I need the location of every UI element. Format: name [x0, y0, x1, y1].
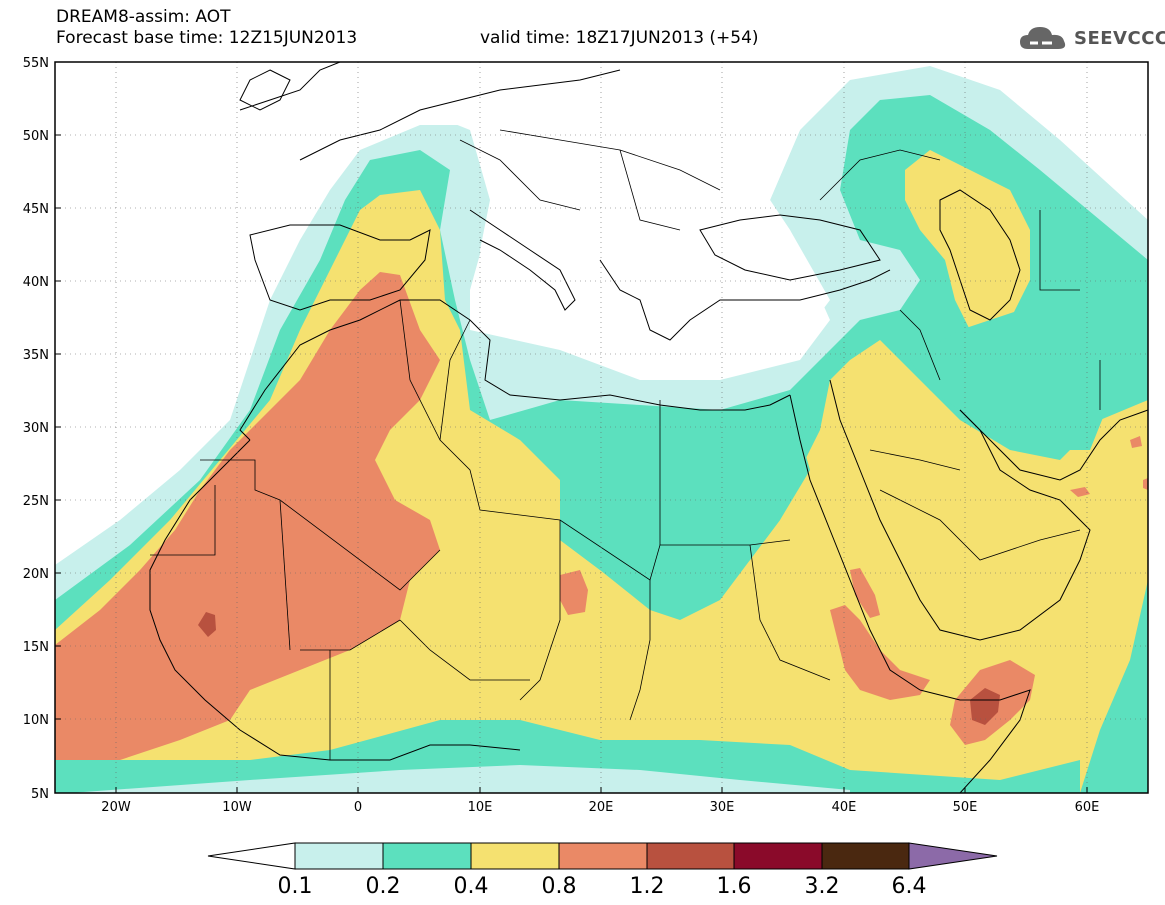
lat-label: 10N — [23, 713, 49, 728]
lat-label: 15N — [23, 640, 49, 655]
lon-label: 20W — [101, 800, 131, 815]
aot-contour-0.8-chad — [560, 570, 588, 615]
lat-label: 55N — [23, 56, 49, 71]
colorbar-swatch — [558, 842, 648, 870]
lat-label: 25N — [23, 494, 49, 509]
colorbar-label: 0.4 — [454, 874, 489, 899]
borders — [150, 129, 1101, 760]
aot-below-0.1-ne — [870, 62, 1148, 200]
lon-label: 60E — [1075, 800, 1100, 815]
colorbar-labels: 0.1 0.2 0.4 0.8 1.2 1.6 3.2 6.4 — [278, 874, 927, 899]
aot-contour-1.2-somalia — [970, 688, 1000, 725]
lat-label: 50N — [23, 129, 49, 144]
lon-labels: 20W 10W 0 10E 20E 30E 40E 50E 60E — [101, 800, 1099, 815]
colorbar-label: 1.2 — [630, 874, 665, 899]
aot-below-0.1-europe — [420, 62, 830, 360]
lon-label: 20E — [589, 800, 614, 815]
lat-label: 5N — [31, 787, 49, 802]
lat-labels: 55N 50N 45N 40N 35N 30N 25N 20N 15N 10N … — [23, 56, 49, 802]
aot-contour-0.8-gulf — [1070, 487, 1090, 497]
colorbar-swatch — [821, 842, 910, 870]
colorbar-below-arrow — [207, 842, 296, 870]
lat-label: 40N — [23, 275, 49, 290]
colorbar-label: 3.2 — [805, 874, 840, 899]
aot-contour-0.2-sahara — [490, 400, 810, 620]
aot-contour-0.8-east — [1130, 436, 1142, 448]
colorbar-swatch — [470, 842, 560, 870]
coastlines — [149, 62, 1148, 793]
colorbar-swatch — [382, 842, 472, 870]
colorbar-label: 0.8 — [542, 874, 577, 899]
aot-contour-0.1-south — [70, 765, 850, 793]
colorbar — [207, 842, 998, 870]
aot-below-0.1-wnw — [55, 62, 420, 550]
lat-label: 30N — [23, 421, 49, 436]
aot-contour-0.8-west — [55, 272, 440, 760]
cloud-icon — [1020, 27, 1066, 49]
colorbar-swatch — [733, 842, 823, 870]
lon-label: 50E — [953, 800, 978, 815]
map-title: DREAM8-assim: AOT — [56, 7, 231, 27]
aot-contour-1.2-mali — [198, 612, 216, 637]
lon-label: 30E — [710, 800, 735, 815]
aot-contour-0.2-south — [55, 720, 1080, 793]
lon-label: 10E — [468, 800, 493, 815]
lat-label: 45N — [23, 202, 49, 217]
colorbar-label: 1.6 — [717, 874, 752, 899]
colorbar-label: 6.4 — [892, 874, 927, 899]
aot-contour-0.4-caspian — [905, 150, 1030, 330]
lon-label: 0 — [354, 800, 362, 815]
colorbar-above-arrow — [908, 842, 998, 870]
forecast-base-time: Forecast base time: 12Z15JUN2013 — [56, 28, 358, 48]
lon-label: 40E — [832, 800, 857, 815]
aot-contour-0.8-east2 — [1143, 478, 1148, 490]
colorbar-label: 0.2 — [366, 874, 401, 899]
graticule — [55, 62, 1148, 793]
lon-label: 10W — [222, 800, 252, 815]
logo-text: SEEVCCC — [1074, 27, 1165, 49]
lat-label: 20N — [23, 567, 49, 582]
aot-contour-0.8-redsea-n — [850, 568, 880, 618]
seevccc-logo: SEEVCCC — [1018, 22, 1165, 54]
valid-time: valid time: 18Z17JUN2013 (+54) — [480, 28, 759, 48]
aot-contour-0.2-iran — [910, 310, 1110, 450]
axis-ticks — [55, 61, 1088, 794]
colorbar-label: 0.1 — [278, 874, 313, 899]
colorbar-swatch — [646, 842, 735, 870]
aot-field — [55, 62, 1148, 793]
colorbar-swatch — [294, 842, 384, 870]
aot-contour-0.8-redsea — [830, 605, 930, 700]
lat-label: 35N — [23, 348, 49, 363]
